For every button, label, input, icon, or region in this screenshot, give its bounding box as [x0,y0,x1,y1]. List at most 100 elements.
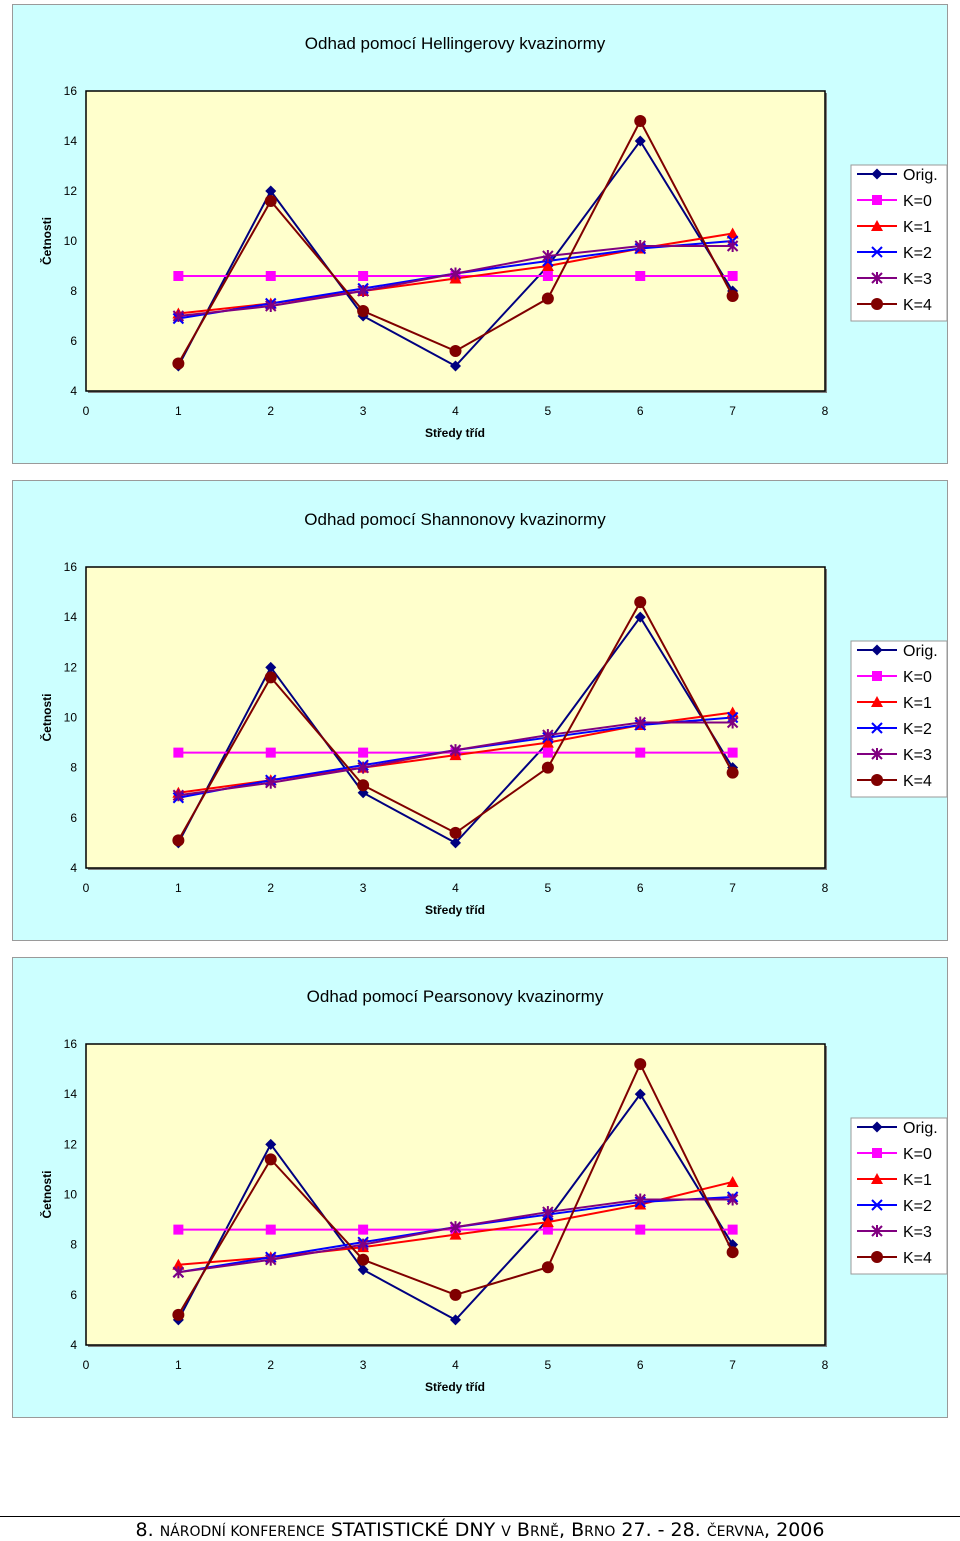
y-tick-label: 14 [64,1087,78,1101]
x-tick-label: 4 [452,1358,459,1372]
series-k0-point [542,747,553,758]
series-k0-point [173,747,184,758]
series-k0-point [635,271,646,281]
legend-item-k4: K=4 [857,773,932,790]
legend-item-k3: K=3 [857,747,932,764]
chart-hellinger: Odhad pomocí Hellingerovy kvazinormy 4 6 8 1… [39,34,948,440]
series-k0-point [265,747,276,758]
legend-box [850,1117,948,1275]
legend-marker [871,644,883,656]
legend-item-k2: K=2 [857,1198,932,1215]
series-k1-point [726,1175,739,1187]
legend-marker [871,1225,883,1237]
x-tick-label: 8 [822,881,829,895]
y-tick-label: 4 [70,861,77,875]
series-k3-point [449,1221,462,1234]
series-k4-point [264,671,277,684]
series-k3-point [357,1238,369,1251]
x-tick-label: 0 [83,404,90,418]
legend-marker [871,1251,883,1263]
y-tick-label: 4 [70,384,77,398]
legend-marker-stroke [871,246,883,258]
conference-footer: 8. NÁRODNÍ KONFERENCE STATISTICKÉ DNY V … [0,1519,960,1541]
series-k0-point [358,1224,369,1235]
y-tick-label: 12 [64,660,78,674]
chart-panel-pearson: Odhad pomocí Pearsonovy kvazinormy 4 6 8 10 1… [12,957,948,1418]
series-k0-point [635,747,646,758]
x-tick-label: 5 [545,404,552,418]
y-axis-label: Četnosti [39,1171,54,1219]
legend-box [850,640,948,798]
series-k0-point [265,271,276,281]
y-axis-label: Četnosti [39,217,54,265]
y-tick-label: 12 [64,1137,78,1151]
plot-area [85,566,826,869]
legend-marker [872,195,882,205]
series-orig-point [265,1138,277,1150]
series-k4-point [634,596,647,609]
legend-marker [871,168,883,180]
y-tick-label: 6 [70,334,77,348]
series-k3-point [357,761,369,774]
series-k0-point [173,271,184,281]
x-tick-label: 3 [360,1358,367,1372]
series-k3-point [634,716,646,729]
legend-label: K=1 [903,219,932,236]
chart-title: Odhad pomocí Pearsonovy kvazinormy [307,987,604,1006]
legend: Orig. K=0 K=1 K=2 K=3 K=4 [850,1117,948,1275]
x-tick-label: 7 [729,1358,736,1372]
series-k0-point [727,1224,738,1235]
footer-text: NÁRODNÍ KONFERENCE [159,1524,325,1540]
y-tick-label: 8 [70,284,77,298]
series-orig-point [634,611,646,623]
series-k0-point [358,747,369,758]
series-k4-point [726,766,739,779]
legend-marker [871,748,883,760]
legend-label: Orig. [903,167,938,184]
series-k4-point [172,1308,185,1321]
legend-item-k0: K=0 [857,1146,932,1163]
legend: Orig. K=0 K=1 K=2 K=3 K=4 [850,640,948,798]
x-tick-label: 3 [360,881,367,895]
y-tick-label: 8 [70,1238,77,1252]
x-axis-label: Středy tříd [425,426,485,440]
series-k3-point [172,789,185,802]
series-k0-point [542,271,553,281]
legend-label: K=0 [903,1146,932,1163]
series-k1-point [449,1228,462,1240]
footer-text: RNĚ [529,1524,559,1540]
series-k1-point [541,1216,554,1228]
series-k4-point [172,834,185,847]
series-k4-point [357,1253,370,1266]
series-k0-point [358,271,369,281]
y-tick-label: 10 [64,234,78,248]
series-k4-point [634,1058,647,1071]
x-tick-label: 2 [267,1358,274,1372]
series-k3 [172,716,739,802]
series-orig-point [357,1264,369,1276]
series-orig-point [450,837,461,849]
series-k3 [172,240,739,322]
footer-rule [0,1516,960,1517]
legend-item-k1: K=1 [857,219,932,236]
x-tick-label: 2 [267,404,274,418]
y-tick-label: 8 [70,761,77,775]
series-k3-point [357,285,369,297]
x-tick-label: 5 [545,881,552,895]
series-k1-point [726,227,739,239]
y-tick-label: 10 [64,1188,78,1202]
legend-marker [871,696,883,707]
series-orig-point [450,360,461,372]
series-k0-point [542,1224,553,1235]
legend-marker [872,671,882,681]
series-orig-point [265,661,277,673]
legend-label: K=0 [903,193,932,210]
footer-text: B [510,1519,530,1541]
legend-label: Orig. [903,643,938,660]
legend-marker [872,1148,882,1158]
series-k0-point [635,1224,646,1235]
series-k3-point [449,744,462,757]
chart-panel-hellinger: Odhad pomocí Hellingerovy kvazinormy 4 6 8 1… [12,4,948,464]
legend-label: K=4 [903,1250,932,1267]
legend-marker [871,774,883,786]
